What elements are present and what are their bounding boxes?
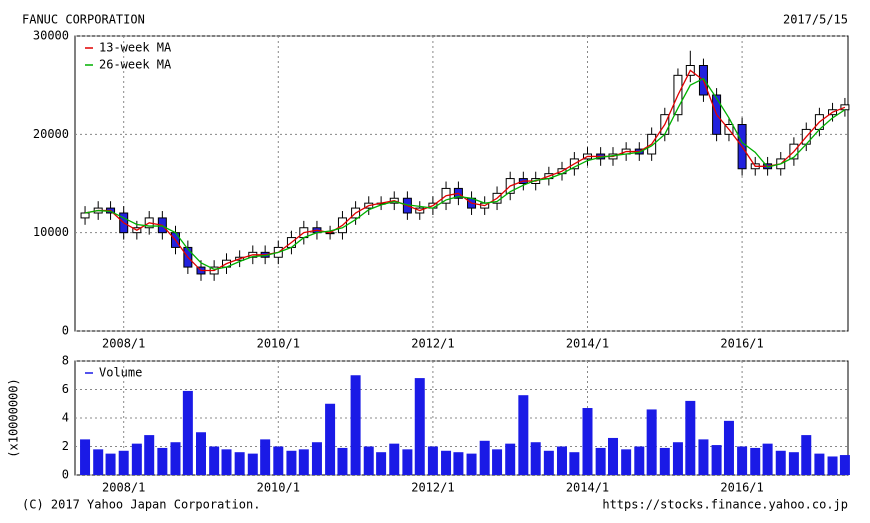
volume-bar	[492, 449, 503, 475]
legend-label: Volume	[99, 366, 142, 380]
volume-bar	[621, 449, 632, 475]
volume-bar	[737, 446, 748, 475]
volume-bar	[556, 446, 567, 475]
volume-bar	[788, 452, 799, 475]
volume-bar	[427, 446, 438, 475]
volume-bar	[775, 450, 786, 475]
volume-bar	[170, 442, 181, 475]
volume-bar	[311, 442, 322, 475]
volume-bar	[543, 450, 554, 475]
volume-bar	[350, 375, 361, 475]
x-tick-label: 2010/1	[257, 337, 300, 351]
volume-bar	[144, 435, 155, 475]
volume-bar	[131, 443, 142, 475]
volume-bar	[530, 442, 541, 475]
volume-bar	[105, 453, 116, 475]
volume-bar	[750, 447, 761, 475]
price-panel	[74, 35, 849, 332]
volume-bar	[839, 455, 850, 475]
volume-bar	[389, 443, 400, 475]
volume-bar	[453, 452, 464, 475]
volume-bar	[337, 447, 348, 475]
y-tick-label: 4	[62, 411, 69, 425]
volume-bar	[711, 445, 722, 475]
x-tick-label: 2014/1	[566, 337, 609, 351]
x-tick-label: 2012/1	[411, 337, 454, 351]
y-tick-label: 30000	[33, 29, 69, 43]
volume-bar	[569, 452, 580, 475]
chart-title: FANUC CORPORATION	[22, 13, 145, 27]
y-tick-label: 8	[62, 354, 69, 368]
volume-bar	[260, 439, 271, 475]
volume-bar	[723, 420, 734, 475]
volume-bar	[376, 452, 387, 475]
volume-bar	[221, 449, 232, 475]
legend-label: 26-week MA	[99, 58, 172, 72]
ma-line	[84, 69, 846, 272]
x-tick-label: 2016/1	[720, 481, 763, 495]
y-tick-label: 10000	[33, 225, 69, 239]
volume-bar	[209, 446, 220, 475]
volume-bar	[157, 447, 168, 475]
y-tick-label: 0	[62, 468, 69, 482]
volume-bar	[685, 400, 696, 475]
volume-bar	[762, 443, 773, 475]
x-tick-label: 2008/1	[102, 337, 145, 351]
volume-bar	[441, 450, 452, 475]
volume-bar	[634, 446, 645, 475]
x-tick-label: 2012/1	[411, 481, 454, 495]
volume-bar	[827, 456, 838, 475]
volume-bar	[518, 395, 529, 475]
volume-bar	[286, 450, 297, 475]
volume-bar	[325, 403, 336, 475]
y-tick-label: 6	[62, 382, 69, 396]
volume-bar	[646, 409, 657, 475]
volume-bar	[182, 390, 193, 475]
volume-bar	[505, 443, 516, 475]
volume-bar	[608, 437, 619, 475]
volume-bar	[363, 446, 374, 475]
legend-label: 13-week MA	[99, 41, 172, 55]
volume-bar	[234, 452, 245, 475]
candle-body	[80, 212, 90, 219]
volume-bar	[273, 446, 284, 475]
y-tick-label: 2	[62, 439, 69, 453]
x-tick-label: 2016/1	[720, 337, 763, 351]
copyright: (C) 2017 Yahoo Japan Corporation.	[22, 498, 260, 512]
source-url: https://stocks.finance.yahoo.co.jp	[602, 498, 848, 512]
volume-bar	[698, 439, 709, 475]
ma-line	[84, 77, 846, 271]
volume-bar	[93, 449, 104, 475]
volume-bar	[118, 450, 129, 475]
volume-bar	[595, 447, 606, 475]
volume-bar	[582, 408, 593, 475]
y-tick-label: 20000	[33, 127, 69, 141]
volume-bar	[402, 449, 413, 475]
volume-bar	[414, 378, 425, 475]
volume-bar	[195, 432, 206, 475]
volume-bar	[672, 442, 683, 475]
volume-bar	[659, 447, 670, 475]
volume-bar	[247, 453, 258, 475]
volume-bar	[80, 439, 91, 475]
y-tick-label: 0	[62, 324, 69, 338]
volume-bar	[479, 440, 490, 475]
volume-bar	[801, 435, 812, 475]
chart-date: 2017/5/15	[783, 13, 848, 27]
volume-bar	[814, 453, 825, 475]
x-tick-label: 2014/1	[566, 481, 609, 495]
x-tick-label: 2008/1	[102, 481, 145, 495]
volume-bar	[298, 449, 309, 475]
volume-axis-label: (x10000000)	[7, 378, 21, 457]
x-tick-label: 2010/1	[257, 481, 300, 495]
volume-bar	[466, 453, 477, 475]
